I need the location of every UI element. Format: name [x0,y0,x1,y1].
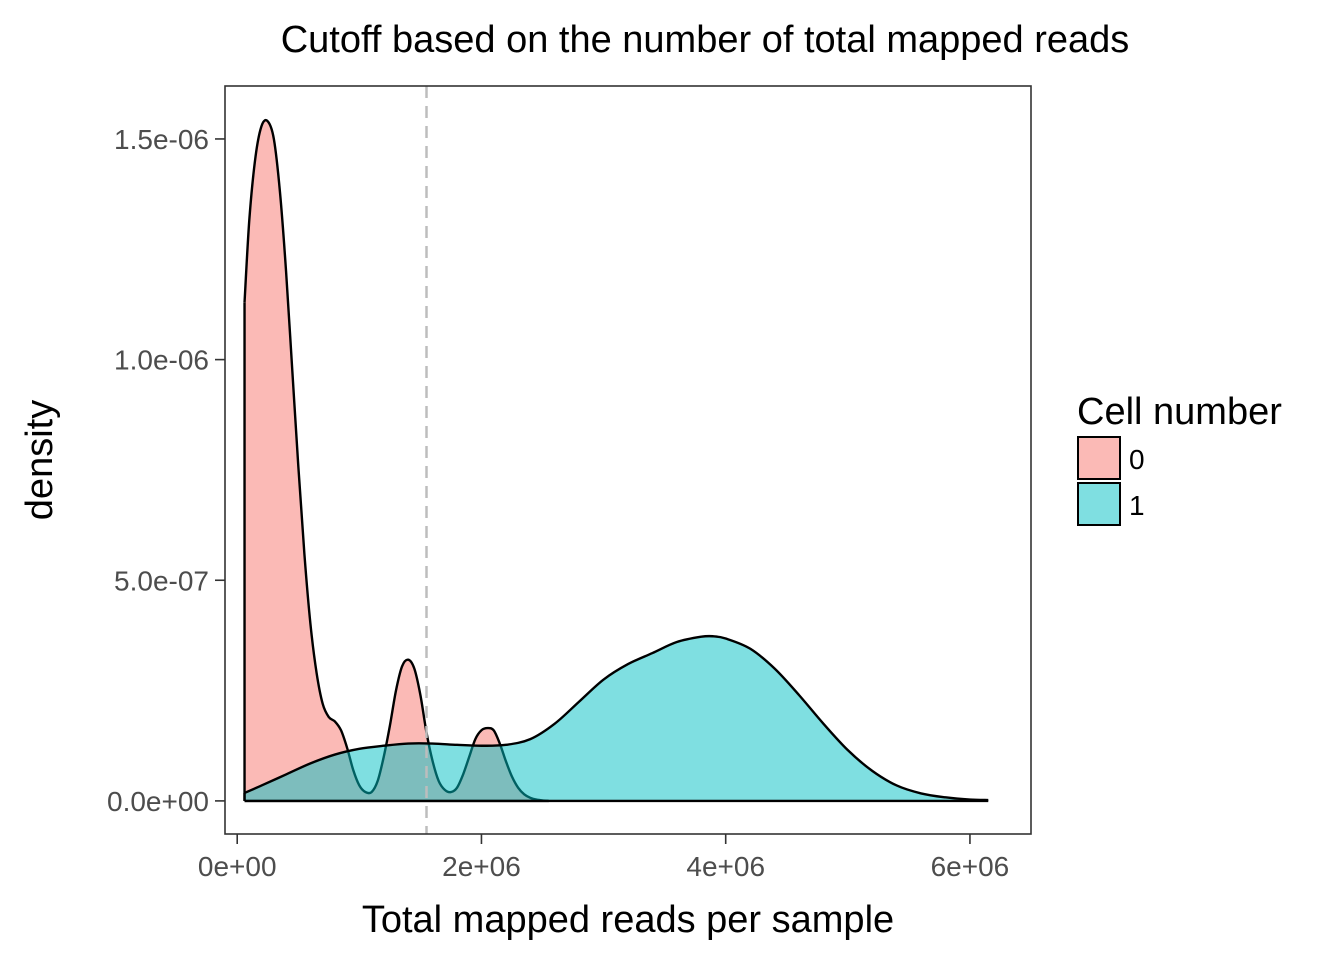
series-layer [243,118,989,803]
legend-label-1: 1 [1129,490,1145,521]
y-tick-label: 1.5e-06 [114,124,209,155]
density-curve-1 [244,634,989,802]
y-tick-label: 0.0e+00 [107,786,209,817]
legend-key-1 [1077,482,1121,526]
legend: Cell number 0 1 [1077,391,1282,526]
legend-title: Cell number [1077,391,1282,433]
chart-title: Cutoff based on the number of total mapp… [281,19,1130,61]
density-area-1 [244,636,989,801]
legend-key-0 [1077,436,1121,480]
y-axis: 0.0e+00 5.0e-07 1.0e-06 1.5e-06 [107,124,225,817]
x-axis: 0e+00 2e+06 4e+06 6e+06 [198,834,1009,882]
x-tick-label: 0e+00 [198,851,277,882]
density-curve-0 [243,118,549,803]
plot-border [224,85,1032,835]
x-tick-label: 2e+06 [442,851,521,882]
y-axis-title: density [19,400,61,520]
x-axis-title: Total mapped reads per sample [362,899,894,941]
x-tick-label: 6e+06 [931,851,1010,882]
legend-label-0: 0 [1129,444,1145,475]
y-tick-label: 1.0e-06 [114,345,209,376]
density-area-0 [244,120,549,801]
x-tick-label: 4e+06 [686,851,765,882]
y-tick-label: 5.0e-07 [114,565,209,596]
